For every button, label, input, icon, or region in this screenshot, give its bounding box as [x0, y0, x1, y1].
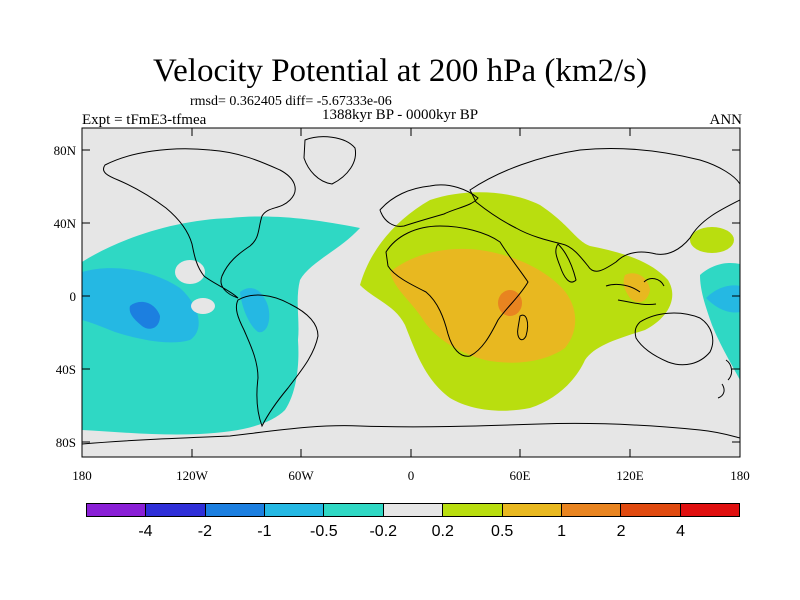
colorbar-box-0 [87, 504, 147, 516]
y-tick-40n: 40N [53, 216, 76, 231]
contour-neg-1 [129, 301, 160, 329]
contour-pos-1 [498, 290, 522, 316]
coast-new-zealand [717, 359, 733, 399]
period-label: 1388kyr BP - 0000kyr BP [321, 107, 479, 123]
map-title: Velocity Potential at 200 hPa (km2/s) [152, 53, 648, 89]
coast-australia [634, 312, 714, 366]
colorbar-label-8: 2 [616, 523, 626, 540]
x-tick-60w: 60W [288, 468, 314, 483]
contour-hole-2 [191, 298, 215, 314]
x-tick-0: 0 [407, 468, 415, 483]
colorbar-box-7 [502, 504, 562, 516]
x-tick-180w: 180 [72, 468, 92, 483]
y-tick-0: 0 [69, 289, 77, 304]
contour-hole-1 [175, 260, 205, 284]
colorbar-box-8 [561, 504, 622, 516]
coast-greenland [303, 136, 357, 185]
colorbar-label-0: -4 [138, 523, 153, 540]
x-tick-60e: 60E [509, 468, 531, 483]
coast-indonesia [605, 278, 665, 305]
contour-pos-05 [390, 248, 576, 363]
stats-label: rmsd= 0.362405 diff= -5.67333e-06 [190, 94, 392, 109]
colorbar-label-6: 0.5 [491, 523, 514, 540]
contour-pos-02-b [690, 227, 734, 253]
colorbar-box-2 [205, 504, 266, 516]
colorbar-label-5: 0.2 [431, 523, 454, 540]
coast-south-america [235, 294, 319, 428]
coast-africa [385, 225, 529, 357]
contour-fill [82, 192, 740, 435]
colorbar-label-3: -0.5 [310, 523, 338, 540]
coast-madagascar [517, 314, 529, 341]
colorbar-box-1 [146, 504, 206, 516]
y-tick-80n: 80N [53, 143, 76, 158]
coast-north-america [103, 148, 296, 299]
season-label: ANN [709, 112, 743, 128]
contour-pos-05-b [623, 273, 650, 303]
colorbar-box-9 [621, 504, 681, 516]
colorbar-label-1: -2 [197, 523, 213, 540]
colorbar [86, 503, 740, 517]
coast-india [555, 243, 577, 283]
colorbar-box-10 [680, 504, 739, 516]
x-tick-180e: 180 [730, 468, 750, 483]
colorbar-label-9: 4 [676, 523, 685, 540]
colorbar-box-4 [324, 504, 384, 516]
contour-neg-05-b [240, 288, 270, 333]
coast-antarctica [82, 422, 740, 445]
contour-neg-05-east [706, 285, 740, 313]
y-tick-40s: 40S [55, 362, 76, 377]
colorbar-label-2: -1 [257, 523, 272, 540]
coastlines [82, 136, 740, 445]
experiment-label: Expt = tFmE3-tfmea [82, 112, 207, 128]
colorbar-box-3 [265, 504, 325, 516]
colorbar-box-6 [443, 504, 503, 516]
y-tick-80s: 80S [55, 435, 76, 450]
colorbar-label-4: -0.2 [369, 523, 398, 540]
coast-asia [469, 147, 740, 272]
colorbar-box-5 [383, 504, 444, 516]
axis-ticks [81, 128, 741, 457]
coast-europe [379, 184, 479, 227]
colorbar-label-7: 1 [557, 523, 567, 540]
x-tick-120e: 120E [616, 468, 644, 483]
contour-neg-02 [82, 216, 360, 435]
x-tick-120w: 120W [176, 468, 208, 483]
